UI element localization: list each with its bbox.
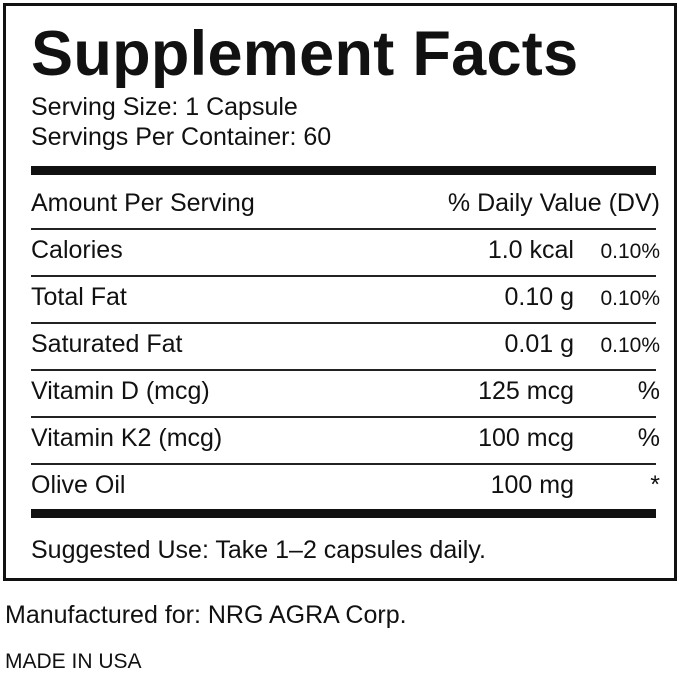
- row-divider: [31, 322, 656, 324]
- daily-value-header: % Daily Value (DV): [447, 189, 660, 217]
- row-divider: [31, 369, 656, 371]
- row-divider: [31, 416, 656, 418]
- nutrient-amount: 100 mg: [490, 471, 574, 499]
- divider: [31, 228, 656, 230]
- thick-divider: [31, 509, 656, 518]
- nutrient-daily-value: %: [637, 377, 660, 405]
- nutrient-name: Saturated Fat: [31, 330, 183, 358]
- nutrient-daily-value: 0.10%: [600, 240, 660, 263]
- nutrient-name: Total Fat: [31, 283, 127, 311]
- nutrient-name: Vitamin K2 (mcg): [31, 424, 223, 452]
- row-divider: [31, 463, 656, 465]
- servings-per-container: Servings Per Container: 60: [31, 123, 332, 151]
- suggested-use: Suggested Use: Take 1–2 capsules daily.: [31, 536, 486, 564]
- nutrient-daily-value: 0.10%: [600, 334, 660, 357]
- nutrient-amount: 100 mcg: [478, 424, 574, 452]
- amount-per-serving-header: Amount Per Serving: [31, 189, 255, 217]
- nutrient-name: Vitamin D (mcg): [31, 377, 210, 405]
- nutrient-name: Calories: [31, 236, 123, 264]
- nutrient-amount: 0.01 g: [504, 330, 574, 358]
- serving-size: Serving Size: 1 Capsule: [31, 93, 298, 121]
- supplement-facts-panel: Supplement Facts Serving Size: 1 Capsule…: [3, 3, 677, 581]
- nutrient-amount: 0.10 g: [504, 283, 574, 311]
- thick-divider: [31, 166, 656, 175]
- nutrient-daily-value: *: [650, 471, 660, 499]
- nutrient-name: Olive Oil: [31, 471, 126, 499]
- manufactured-for: Manufactured for: NRG AGRA Corp.: [5, 601, 407, 629]
- row-divider: [31, 275, 656, 277]
- nutrient-amount: 1.0 kcal: [487, 236, 574, 264]
- made-in-usa: MADE IN USA: [5, 650, 142, 673]
- nutrient-daily-value: %: [637, 424, 660, 452]
- nutrient-daily-value: 0.10%: [600, 287, 660, 310]
- nutrient-amount: 125 mcg: [478, 377, 574, 405]
- panel-title: Supplement Facts: [31, 19, 579, 89]
